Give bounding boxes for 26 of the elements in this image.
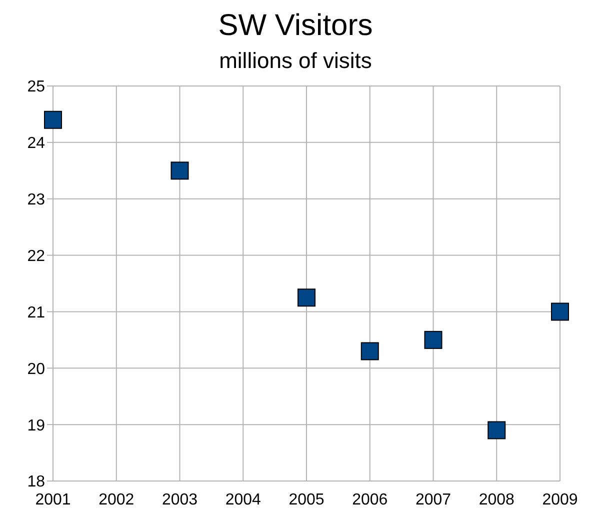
y-tick-label: 18 — [27, 474, 46, 491]
point — [298, 288, 316, 307]
y-tick-label: 24 — [27, 135, 46, 152]
y-tick-label: 21 — [27, 304, 46, 322]
point — [360, 342, 379, 360]
y-tick-label: 19 — [27, 417, 46, 434]
x-tick-label: 2006 — [352, 491, 388, 508]
chart-title: SW Visitors — [217, 8, 374, 44]
y-tick-label: 22 — [27, 248, 46, 265]
x-tick-label: 2001 — [35, 491, 71, 508]
x-tick-label: 2005 — [288, 491, 324, 508]
y-tick-label: 23 — [27, 192, 46, 209]
chart-subtitle: millions of visits — [218, 47, 373, 75]
y-tick-label: 20 — [27, 360, 46, 378]
point — [488, 421, 506, 440]
x-tick-label: 2004 — [225, 491, 262, 508]
x-tick-label: 2002 — [98, 491, 134, 508]
x-tick-label: 2007 — [415, 491, 452, 508]
point — [44, 110, 62, 129]
point — [551, 302, 569, 321]
x-tick-label: 2009 — [542, 491, 578, 508]
point — [424, 330, 442, 349]
x-tick-label: 2003 — [162, 491, 198, 508]
x-tick-label: 2008 — [478, 491, 515, 508]
y-tick-label: 25 — [27, 78, 46, 96]
point — [170, 162, 189, 180]
